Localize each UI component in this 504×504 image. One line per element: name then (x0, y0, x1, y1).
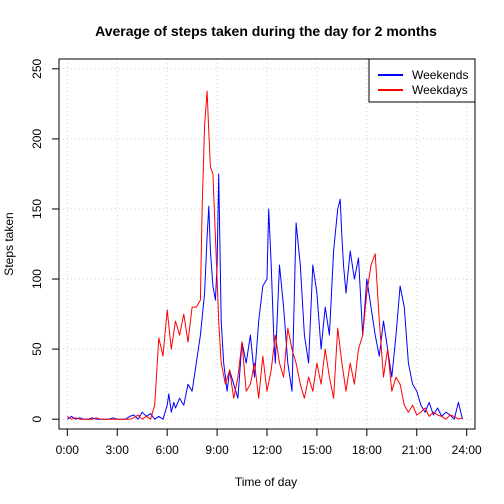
y-tick-label: 250 (30, 58, 44, 78)
x-tick-label: 12:00 (252, 443, 282, 457)
x-tick-label: 24:00 (452, 443, 482, 457)
x-axis-label: Time of day (235, 475, 297, 489)
legend-box (368, 58, 476, 103)
x-tick-label: 15:00 (302, 443, 332, 457)
legend-label-weekends: Weekends (412, 68, 468, 82)
legend-label-weekdays: Weekdays (412, 83, 468, 97)
x-tick-label: 9:00 (205, 443, 229, 457)
y-tick-label: 50 (30, 342, 44, 356)
x-tick-label: 0:00 (56, 443, 80, 457)
series-layer (67, 90, 463, 420)
x-tick-label: 21:00 (402, 443, 432, 457)
series-line-weekdays (67, 90, 463, 420)
y-tick-label: 100 (30, 269, 44, 289)
x-tick-label: 18:00 (352, 443, 382, 457)
y-axis: 0 50 100 150 200 250 (30, 58, 60, 423)
x-tick-label: 6:00 (155, 443, 179, 457)
y-tick-label: 150 (30, 199, 44, 219)
x-tick-label: 3:00 (106, 443, 130, 457)
chart-title: Average of steps taken during the day fo… (95, 23, 437, 39)
series-line-weekends (67, 173, 463, 420)
y-tick-label: 200 (30, 129, 44, 149)
grid-layer (59, 59, 475, 429)
y-axis-label: Steps taken (2, 212, 16, 275)
y-tick-label: 0 (30, 416, 44, 423)
x-axis: 0:00 3:00 6:00 9:00 12:00 15:00 18:00 21:00 24:0… (56, 428, 482, 457)
